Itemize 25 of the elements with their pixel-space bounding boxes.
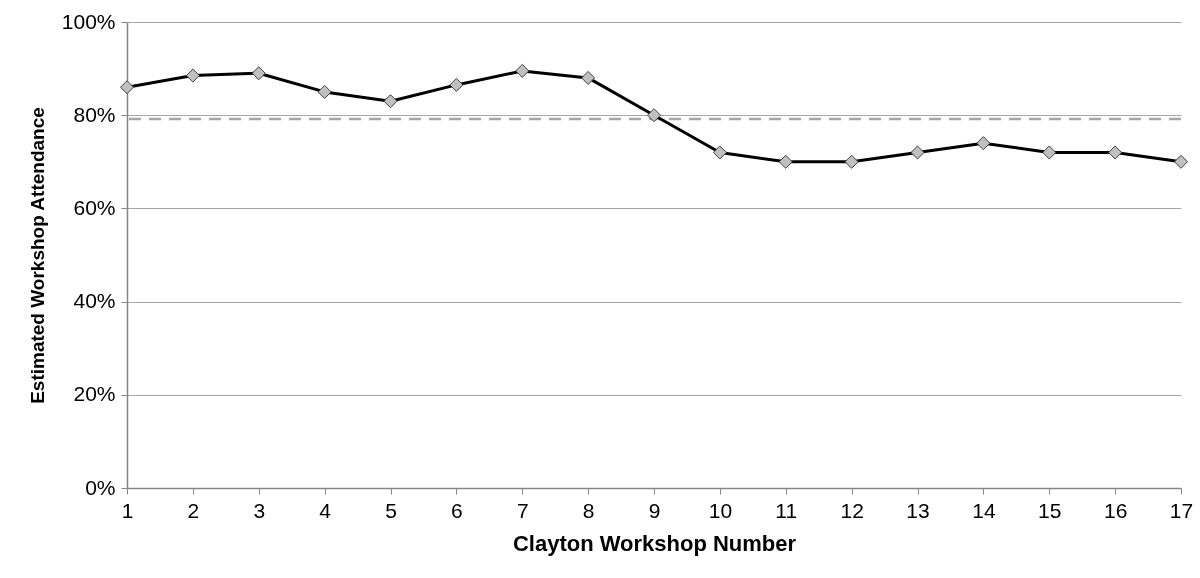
x-tick-label: 15 (1038, 498, 1062, 522)
x-tick-label: 7 (516, 498, 529, 522)
y-tick-label: 60% (73, 195, 116, 219)
x-tick-label: 5 (385, 498, 397, 522)
x-tick-label: 10 (708, 498, 733, 522)
x-tick-label: 6 (451, 498, 463, 522)
y-tick-label: 0% (85, 475, 116, 499)
x-tick-label: 1 (121, 498, 134, 522)
y-tick-label: 20% (73, 382, 116, 406)
x-tick-label: 13 (906, 498, 930, 522)
x-axis-title: Clayton Workshop Number (512, 530, 797, 556)
x-tick-label: 3 (253, 498, 266, 522)
x-tick-label: 11 (775, 498, 798, 522)
x-tick-label: 2 (187, 498, 200, 522)
y-tick-label: 80% (73, 102, 116, 126)
x-tick-label: 16 (1103, 498, 1128, 522)
x-tick-label: 14 (972, 498, 996, 522)
x-tick-label: 4 (319, 498, 332, 522)
x-tick-label: 17 (1169, 498, 1194, 522)
x-tick-label: 8 (582, 498, 595, 522)
y-axis-title: Estimated Workshop Attendance (26, 107, 48, 404)
x-tick-label: 9 (648, 498, 661, 522)
y-tick-label: 40% (73, 289, 116, 313)
x-tick-label: 12 (840, 498, 864, 522)
y-tick-label: 100% (61, 9, 116, 33)
